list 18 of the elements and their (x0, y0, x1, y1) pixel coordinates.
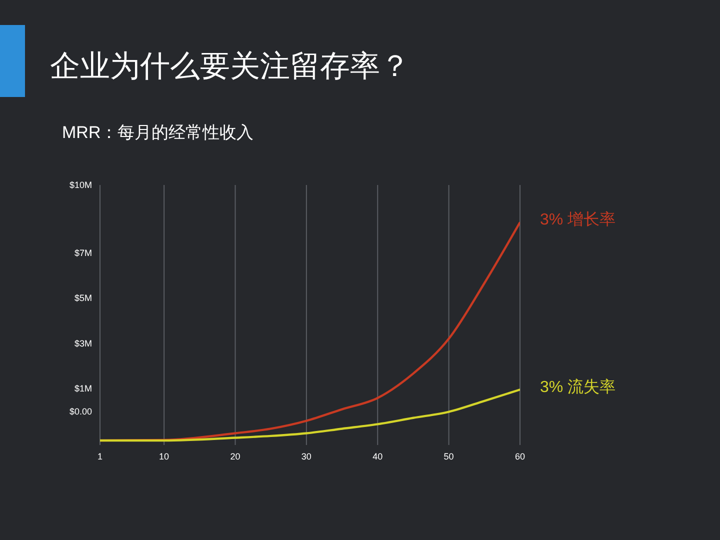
line-series (100, 388, 520, 442)
x-tick-label: 10 (159, 451, 170, 462)
series-label: 3% 增长率 (540, 210, 616, 229)
series-label: 3% 流失率 (540, 378, 616, 396)
x-tick-label: 60 (514, 451, 526, 462)
chart-subtitle: MRR：每月的经常性收入 (62, 122, 254, 144)
x-tick-label: 20 (230, 451, 240, 462)
y-tick-label: $3M (74, 338, 92, 348)
y-tick-label: $0.00 (69, 406, 92, 416)
y-tick-label: $5M (74, 293, 92, 304)
chart-title: 企业为什么要关注留存率？ (50, 49, 410, 85)
y-tick-label: $7M (74, 248, 92, 258)
x-tick-label: 1 (97, 451, 103, 462)
y-tick-label: $10M (69, 180, 92, 190)
x-tick-label: 30 (301, 451, 312, 462)
x-tick-label: 40 (372, 451, 383, 462)
x-tick-label: 50 (444, 451, 454, 462)
y-tick-label: $1M (74, 384, 92, 394)
